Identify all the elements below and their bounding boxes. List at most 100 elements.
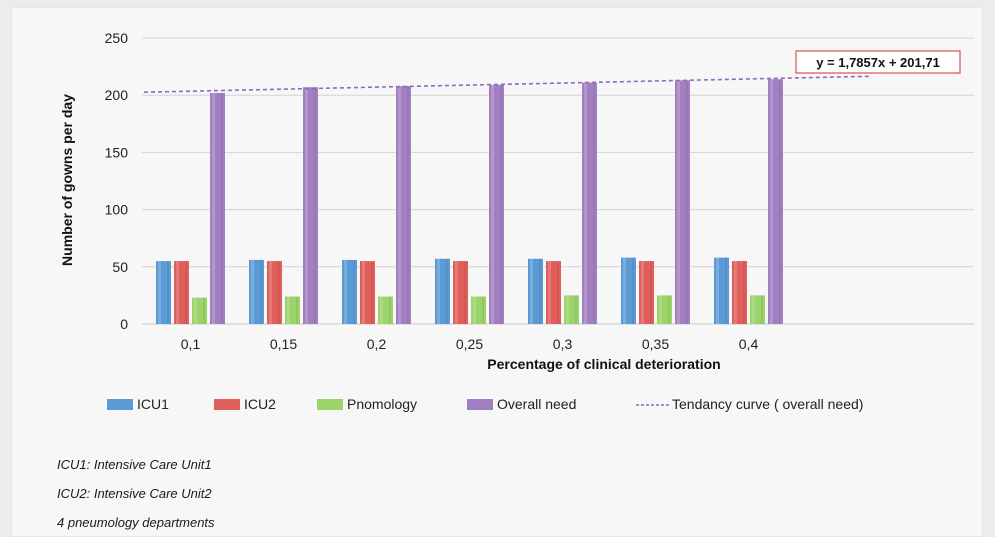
bar-highlight xyxy=(437,258,440,324)
bar-shade xyxy=(185,261,187,324)
bar xyxy=(528,258,543,324)
bar-highlight xyxy=(212,92,215,324)
bar-highlight xyxy=(641,261,644,324)
x-tick-label: 0,4 xyxy=(739,336,759,352)
bar-highlight xyxy=(176,261,179,324)
legend-swatch xyxy=(317,399,343,410)
x-tick-label: 0,2 xyxy=(367,336,387,352)
bar-highlight xyxy=(251,259,254,324)
chart-container: 0 50 100 150 200 250 0,1 0,15 0,2 0,25 0,3 0,35 0,4 y… xyxy=(59,30,974,412)
bar-shade xyxy=(371,261,373,324)
x-axis-title: Percentage of clinical deterioration xyxy=(487,356,720,372)
bar-shade xyxy=(221,92,223,324)
bar-shade xyxy=(557,261,559,324)
bar-highlight xyxy=(659,295,662,324)
bar xyxy=(156,261,171,324)
x-tick-label: 0,3 xyxy=(553,336,573,352)
bar-shade xyxy=(500,84,502,325)
bar-shade xyxy=(539,258,541,324)
bar-shade xyxy=(389,296,391,324)
bar xyxy=(564,295,579,324)
bar-highlight xyxy=(623,257,626,324)
bar xyxy=(174,261,189,324)
bar-shade xyxy=(632,257,634,324)
bar xyxy=(267,261,282,324)
bar xyxy=(768,79,783,325)
bar xyxy=(546,261,561,324)
bar-shade xyxy=(650,261,652,324)
y-tick-label: 50 xyxy=(112,259,128,275)
footnote-pneumology: 4 pneumology departments xyxy=(57,515,215,530)
bar xyxy=(360,261,375,324)
bar-highlight xyxy=(398,86,401,324)
bar-shade xyxy=(575,295,577,324)
legend-label: Pnomology xyxy=(347,396,417,412)
bar-highlight xyxy=(455,261,458,324)
bar xyxy=(192,297,207,324)
trendline xyxy=(143,75,870,94)
legend-swatch xyxy=(214,399,240,410)
bar-highlight xyxy=(752,295,755,324)
bar-shade xyxy=(278,261,280,324)
bar xyxy=(621,257,636,324)
bar-highlight xyxy=(548,261,551,324)
legend-label: Tendancy curve ( overall need) xyxy=(672,396,863,412)
bar-shade xyxy=(761,295,763,324)
x-tick-label: 0,15 xyxy=(270,336,297,352)
bar-shade xyxy=(743,261,745,324)
bar-highlight xyxy=(305,87,308,324)
bar-highlight xyxy=(380,296,383,324)
legend-label: Overall need xyxy=(497,396,576,412)
bar-shade xyxy=(464,261,466,324)
x-tick-label: 0,35 xyxy=(642,336,669,352)
bar-highlight xyxy=(734,261,737,324)
bar-shade xyxy=(260,259,262,324)
bar-shade xyxy=(593,82,595,324)
bar-chart: 0 50 100 150 200 250 0,1 0,15 0,2 0,25 0,3 0,35 0,4 y… xyxy=(59,30,974,412)
bar xyxy=(657,295,672,324)
bar-shade xyxy=(686,80,688,324)
bar-highlight xyxy=(716,257,719,324)
bar-highlight xyxy=(584,82,587,324)
legend-label: ICU1 xyxy=(137,396,169,412)
bar-highlight xyxy=(677,80,680,324)
legend-swatch xyxy=(467,399,493,410)
bar xyxy=(471,296,486,324)
bar-highlight xyxy=(491,84,494,325)
trendline-equation-box xyxy=(795,50,961,74)
y-axis-title: Number of gowns per day xyxy=(59,94,75,266)
bar-shade xyxy=(446,258,448,324)
bar xyxy=(453,261,468,324)
bar xyxy=(714,257,729,324)
bar xyxy=(342,259,357,324)
bar xyxy=(639,261,654,324)
bar xyxy=(249,259,264,324)
y-tick-label: 250 xyxy=(105,30,129,46)
bar-shade xyxy=(353,259,355,324)
trendline-equation: y = 1,7857x + 201,71 xyxy=(816,55,940,70)
footnotes: ICU1: Intensive Care Unit1 ICU2: Intensi… xyxy=(57,450,657,537)
bar-highlight xyxy=(158,261,161,324)
y-tick-label: 100 xyxy=(105,202,129,218)
bar-highlight xyxy=(530,258,533,324)
y-tick-label: 0 xyxy=(120,316,128,332)
bar-highlight xyxy=(194,297,197,324)
bar xyxy=(582,82,597,324)
bar-shade xyxy=(668,295,670,324)
bar-shade xyxy=(314,87,316,324)
bar xyxy=(489,84,504,325)
bar-highlight xyxy=(770,79,773,325)
bar-shade xyxy=(296,296,298,324)
bar-shade xyxy=(725,257,727,324)
bar xyxy=(285,296,300,324)
y-tick-label: 200 xyxy=(105,87,129,103)
bar-highlight xyxy=(287,296,290,324)
bar-shade xyxy=(167,261,169,324)
x-tick-label: 0,25 xyxy=(456,336,483,352)
bar-shade xyxy=(203,297,205,324)
bar xyxy=(732,261,747,324)
footnote-icu2: ICU2: Intensive Care Unit2 xyxy=(57,486,212,501)
bar-shade xyxy=(779,79,781,325)
legend-swatch xyxy=(107,399,133,410)
bar-highlight xyxy=(362,261,365,324)
